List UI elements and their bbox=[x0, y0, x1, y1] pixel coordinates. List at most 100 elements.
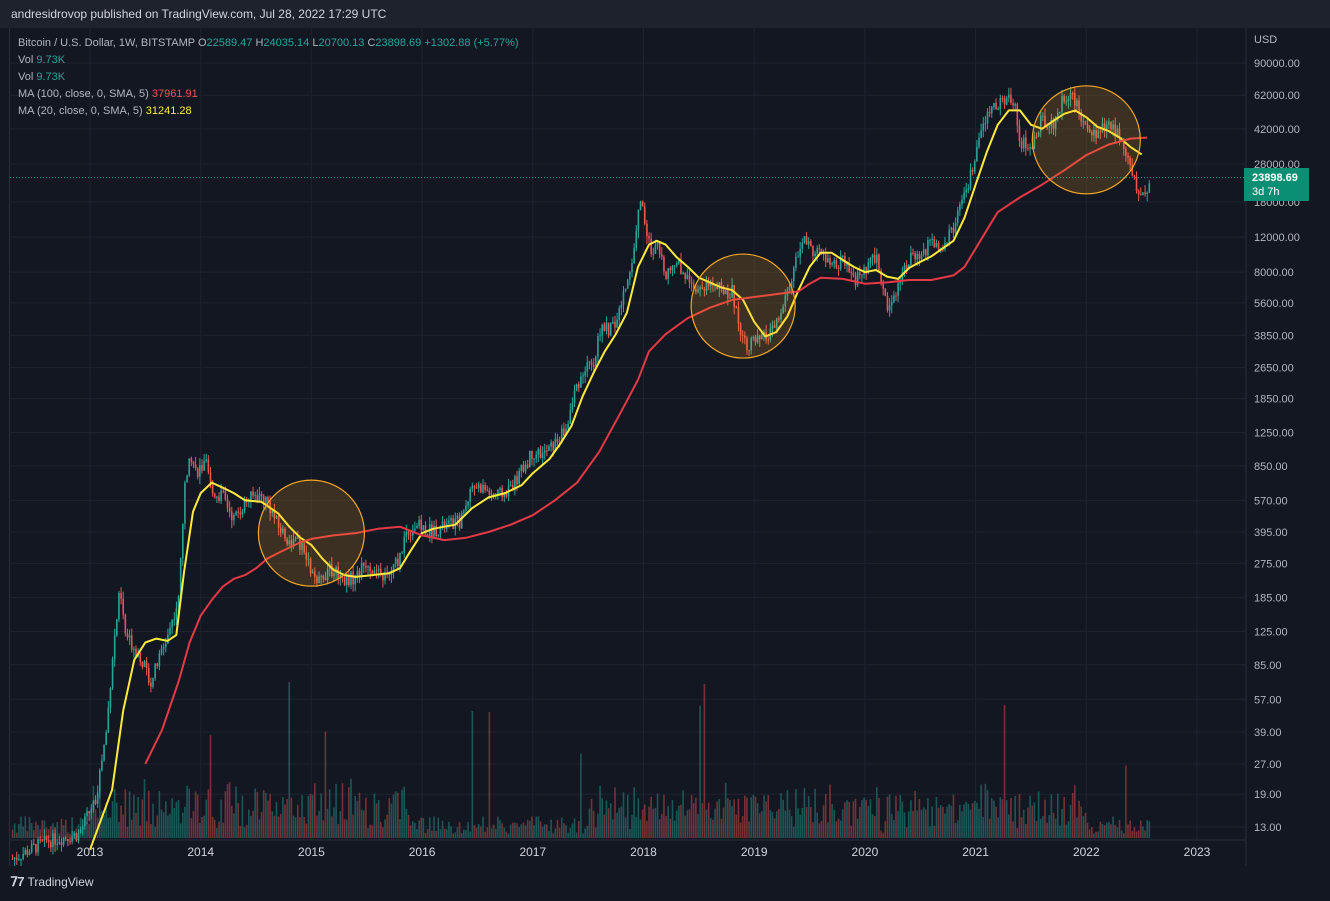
candle-body bbox=[682, 272, 684, 275]
candle-body bbox=[277, 516, 280, 528]
candle-body bbox=[1018, 125, 1021, 141]
chart-frame[interactable] bbox=[9, 28, 1247, 866]
candle-body bbox=[1139, 194, 1142, 196]
candle-body bbox=[456, 515, 459, 519]
volume-bar bbox=[433, 816, 435, 838]
candle-body bbox=[575, 384, 578, 391]
volume-bar bbox=[111, 801, 114, 838]
candle-body bbox=[503, 492, 506, 498]
candle-body bbox=[303, 543, 305, 553]
volume-bar bbox=[405, 808, 408, 838]
volume-bar bbox=[1025, 824, 1027, 838]
candle-body bbox=[190, 458, 193, 462]
volume-bar bbox=[120, 805, 122, 838]
volume-bar bbox=[145, 821, 148, 838]
volume-bar bbox=[1061, 808, 1063, 838]
candle-body bbox=[899, 281, 902, 284]
candle-body bbox=[418, 519, 420, 526]
legend-vol-row-1[interactable]: Vol 9.73K bbox=[18, 52, 519, 69]
volume-bar bbox=[303, 816, 305, 838]
candle-body bbox=[639, 201, 642, 210]
candle-body bbox=[103, 744, 105, 761]
candle-body bbox=[933, 238, 936, 248]
volume-bar bbox=[365, 797, 367, 838]
volume-bar bbox=[1101, 823, 1104, 838]
candle-body bbox=[167, 634, 169, 644]
price-axis-unit[interactable]: USD bbox=[1254, 34, 1278, 46]
candle-body bbox=[703, 289, 706, 291]
volume-bar bbox=[399, 819, 401, 838]
volume-bar bbox=[582, 833, 584, 838]
candle-body bbox=[878, 254, 880, 271]
candle-body bbox=[671, 266, 674, 271]
volume-bar bbox=[556, 819, 559, 838]
candle-body bbox=[273, 510, 276, 519]
candle-body bbox=[1014, 103, 1016, 106]
volume-bar bbox=[1146, 820, 1148, 838]
volume-bar bbox=[890, 813, 893, 838]
candle-body bbox=[480, 484, 482, 493]
candle-body bbox=[271, 510, 274, 514]
volume-bar bbox=[318, 810, 320, 838]
legend-vol-row-2[interactable]: Vol 9.73K bbox=[18, 69, 519, 86]
volume-bar bbox=[201, 817, 203, 838]
candle-body bbox=[397, 558, 399, 566]
volume-bar bbox=[222, 822, 225, 838]
volume-bar bbox=[888, 794, 891, 838]
publisher-text: andresidrovop published on TradingView.c… bbox=[11, 7, 387, 21]
volume-bar bbox=[763, 795, 765, 838]
volume-bar bbox=[622, 792, 625, 838]
volume-bar bbox=[978, 808, 980, 838]
candle-body bbox=[450, 518, 452, 521]
candle-body bbox=[560, 428, 563, 443]
volume-bar bbox=[54, 829, 56, 838]
volume-bar bbox=[375, 803, 378, 838]
candle-body bbox=[352, 571, 354, 585]
candle-body bbox=[473, 486, 476, 488]
candle-body bbox=[854, 275, 857, 286]
candle-body bbox=[109, 688, 112, 708]
tradingview-logo[interactable]: 𝟩7 TradingView bbox=[10, 874, 94, 890]
volume-bar bbox=[392, 794, 395, 838]
volume-bar bbox=[724, 782, 727, 838]
vol-value: 9.73K bbox=[36, 54, 66, 66]
volume-bar bbox=[239, 825, 242, 838]
candle-body bbox=[497, 489, 499, 496]
volume-bar bbox=[761, 811, 763, 838]
candle-body bbox=[339, 574, 342, 579]
volume-bar bbox=[854, 798, 857, 838]
volume-bar bbox=[852, 801, 855, 838]
candle-body bbox=[292, 538, 295, 547]
legend-symbol[interactable]: Bitcoin / U.S. Dollar, 1W, BITSTAMP bbox=[18, 37, 195, 49]
volume-bar bbox=[522, 822, 525, 838]
volume-bar bbox=[663, 794, 665, 838]
legend-ma100-row[interactable]: MA (100, close, 0, SMA, 5) 37961.91 bbox=[18, 86, 519, 103]
volume-bar bbox=[990, 798, 993, 838]
volume-bar bbox=[1074, 785, 1076, 838]
volume-bar bbox=[1127, 824, 1129, 838]
candle-body bbox=[433, 525, 435, 537]
candle-body bbox=[897, 283, 899, 296]
candle-body bbox=[910, 252, 912, 265]
volume-bar bbox=[546, 824, 548, 838]
volume-bar bbox=[910, 800, 912, 838]
candle-body bbox=[45, 835, 48, 841]
legend-ma20-row[interactable]: MA (20, close, 0, SMA, 5) 31241.28 bbox=[18, 103, 519, 120]
candle-body bbox=[788, 287, 791, 291]
legend-symbol-row[interactable]: Bitcoin / U.S. Dollar, 1W, BITSTAMP O225… bbox=[18, 35, 519, 52]
candle-body bbox=[1093, 130, 1095, 136]
candle-body bbox=[239, 512, 242, 515]
x-tick-label: 2018 bbox=[630, 845, 657, 859]
volume-bar bbox=[480, 826, 482, 838]
candle-body bbox=[199, 465, 201, 477]
volume-bar bbox=[639, 819, 642, 838]
candle-body bbox=[150, 682, 152, 687]
candle-body bbox=[1025, 137, 1027, 149]
volume-bar bbox=[388, 797, 391, 838]
volume-bar bbox=[765, 801, 767, 838]
volume-bar bbox=[692, 803, 695, 838]
volume-bar bbox=[107, 817, 110, 838]
volume-bar bbox=[213, 819, 216, 838]
candle-body bbox=[652, 253, 655, 255]
